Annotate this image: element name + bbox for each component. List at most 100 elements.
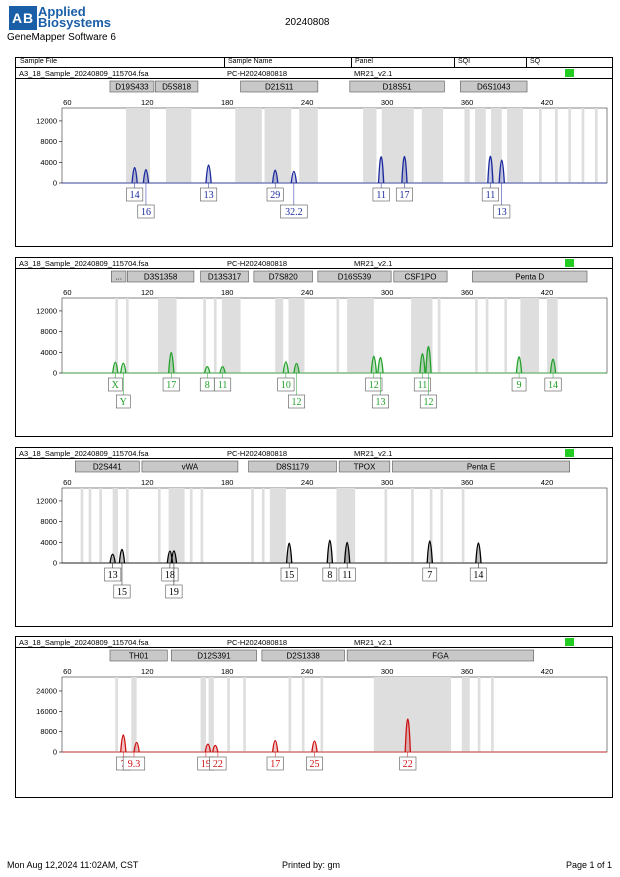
allele-call-label: 22 [213, 759, 223, 770]
marker-label: D5S818 [162, 83, 191, 92]
allele-box [493, 204, 511, 219]
allele-bin [475, 298, 478, 373]
allele-bin [168, 488, 185, 563]
x-tick-label: 360 [461, 667, 474, 676]
marker-box [261, 649, 345, 662]
allele-box [322, 567, 338, 582]
allele-bin [125, 488, 129, 563]
panel-sample-name: PC-H2024080818 [227, 638, 287, 647]
marker-label: D21S11 [265, 83, 294, 92]
x-tick-label: 120 [141, 667, 154, 676]
marker-box [253, 270, 313, 283]
allele-bin [568, 108, 572, 183]
panel-panel-name: MR21_v2.1 [354, 449, 392, 458]
x-tick-label: 180 [221, 478, 234, 487]
allele-bin [165, 108, 192, 183]
allele-call-label: 32.2 [285, 207, 303, 218]
marker-label: CSF1PO [404, 273, 436, 282]
allele-box [104, 567, 122, 582]
trace-peak [515, 356, 523, 374]
allele-bin [461, 677, 470, 752]
allele-box [113, 584, 131, 599]
allele-call-label: 12 [369, 380, 379, 391]
allele-bin [131, 677, 137, 752]
trace-peak [112, 361, 119, 374]
trace-peak [343, 541, 351, 564]
allele-call-label: 8 [205, 380, 210, 391]
allele-call-label: 7 [427, 570, 432, 581]
marker-box [393, 270, 448, 283]
trace-peak [426, 540, 434, 564]
allele-call-label: 14 [130, 190, 140, 201]
trace-peak [120, 362, 127, 374]
marker-box [75, 460, 140, 473]
allele-bin [125, 298, 129, 373]
trace-peak [377, 356, 384, 374]
x-tick-label: 300 [381, 288, 394, 297]
allele-call-label: 15 [284, 570, 294, 581]
marker-label: TPOX [354, 463, 376, 472]
plot-area [61, 297, 608, 374]
marker-label: D18S51 [383, 83, 412, 92]
marker-label: D2S441 [93, 463, 122, 472]
x-tick-label: 180 [221, 98, 234, 107]
allele-call-label: 13 [108, 570, 118, 581]
allele-call-label: 8 [327, 570, 332, 581]
marker-label: D7S820 [269, 273, 298, 282]
allele-bin [112, 488, 118, 563]
marker-box [472, 270, 588, 283]
svg-text:B: B [23, 10, 33, 26]
allele-call-label: Y [120, 397, 127, 408]
brand-name: Applied Biosystems [38, 4, 111, 30]
marker-box [349, 80, 445, 93]
y-tick-label: 0 [53, 179, 57, 188]
allele-box [200, 187, 218, 202]
col-panel: Panel [355, 58, 373, 65]
allele-box [126, 187, 144, 202]
marker-label: D2S1338 [287, 652, 321, 661]
col-sample-file: Sample File [20, 58, 57, 65]
x-tick-label: 60 [63, 98, 71, 107]
allele-bin [429, 488, 433, 563]
plot-area [61, 487, 608, 564]
allele-box [122, 756, 146, 771]
marker-label: TH01 [129, 652, 149, 661]
allele-box [280, 567, 298, 582]
allele-call-label: 11 [342, 570, 352, 581]
allele-bin [301, 677, 305, 752]
software-name: GeneMapper Software 6 [7, 32, 116, 43]
allele-bin [581, 108, 585, 183]
panel-panel-name: MR21_v2.1 [354, 69, 392, 78]
x-tick-label: 420 [541, 288, 554, 297]
plot-area [61, 676, 608, 753]
x-tick-label: 300 [381, 478, 394, 487]
allele-call-label: 10 [281, 380, 291, 391]
y-tick-label: 8000 [40, 327, 57, 336]
allele-bin [485, 298, 489, 373]
trace-peak [290, 170, 298, 184]
marker-label: ... [115, 273, 122, 282]
allele-box [481, 187, 499, 202]
trace-peak [109, 553, 116, 564]
allele-bin [411, 488, 414, 563]
marker-label: D6S1043 [477, 83, 511, 92]
applied-biosystems-logo-icon: A B [9, 6, 37, 30]
marker-label: D19S433 [115, 83, 149, 92]
y-tick-label: 8000 [40, 517, 57, 526]
x-tick-label: 360 [461, 288, 474, 297]
allele-box [511, 377, 527, 392]
allele-call-label: 17 [399, 190, 409, 201]
marker-label: vWA [182, 463, 199, 472]
allele-bin [477, 677, 481, 752]
allele-call-label: 11 [486, 190, 496, 201]
trace-peak [326, 539, 334, 564]
panel-sample-file: A3_18_Sample_20240809_115704.fsa [19, 259, 149, 268]
trace-peak [487, 155, 494, 184]
allele-call-label: 16 [141, 207, 151, 218]
allele-call-label: 9 [517, 380, 522, 391]
allele-bin [363, 108, 377, 183]
y-tick-label: 4000 [40, 538, 57, 547]
sizing-quality-indicator [565, 449, 574, 457]
allele-bin [595, 108, 598, 183]
allele-bin [507, 108, 524, 183]
